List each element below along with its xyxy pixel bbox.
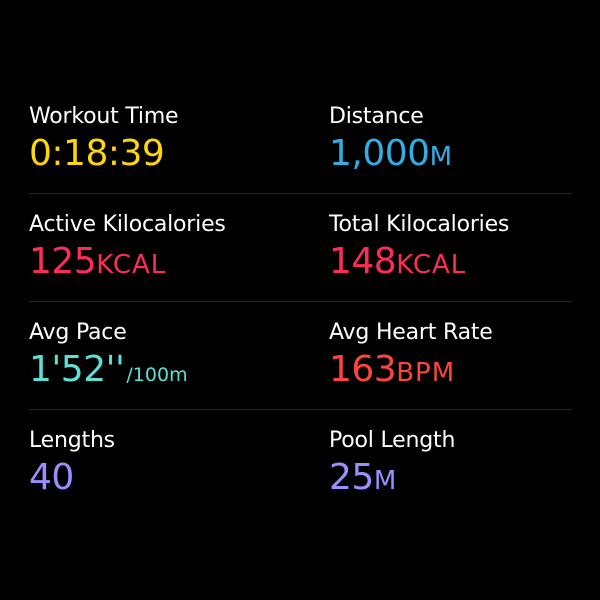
- metric-pool-length: Pool Length 25M: [329, 428, 455, 501]
- metric-label: Active Kilocalories: [29, 212, 226, 237]
- metric-label: Avg Pace: [29, 320, 127, 345]
- summary-row-time-distance: Workout Time 0:18:39 Distance 1,000M: [29, 86, 572, 194]
- metric-active-kilocalories: Active Kilocalories 125KCAL: [29, 212, 226, 285]
- summary-row-lengths: Lengths 40 Pool Length 25M: [29, 410, 572, 518]
- metric-number: 1,000: [329, 133, 430, 174]
- metric-value-workout-time: 0:18:39: [29, 134, 178, 174]
- metric-label: Workout Time: [29, 104, 179, 129]
- metric-number: 163: [329, 349, 397, 390]
- metric-value-avg-heart-rate: 163BPM: [329, 350, 493, 393]
- metric-avg-heart-rate: Avg Heart Rate 163BPM: [329, 320, 493, 393]
- metric-value-total-kilocalories: 148KCAL: [329, 242, 509, 285]
- metric-value-active-kilocalories: 125KCAL: [29, 242, 226, 285]
- metric-label: Avg Heart Rate: [329, 320, 493, 345]
- metric-avg-pace: Avg Pace 1'52''/100m: [29, 320, 188, 395]
- metric-label: Pool Length: [329, 428, 456, 453]
- metric-label: Distance: [329, 104, 424, 129]
- metric-value-lengths: 40: [29, 458, 115, 498]
- metric-number: 125: [29, 241, 97, 282]
- metric-unit: BPM: [396, 358, 456, 388]
- metric-number: 1'52'': [29, 349, 125, 390]
- metric-unit: M: [429, 142, 453, 172]
- row-divider: [29, 193, 572, 194]
- metric-unit: M: [373, 466, 398, 496]
- metric-distance: Distance 1,000M: [329, 104, 453, 177]
- metric-value-distance: 1,000M: [329, 134, 453, 177]
- metric-value-pool-length: 25M: [329, 458, 455, 501]
- metric-unit: /100m: [126, 364, 188, 386]
- metric-number: 25: [329, 457, 374, 498]
- metric-total-kilocalories: Total Kilocalories 148KCAL: [329, 212, 509, 285]
- metric-label: Total Kilocalories: [329, 212, 510, 237]
- metric-number: 148: [329, 241, 397, 282]
- workout-summary-grid: Workout Time 0:18:39 Distance 1,000M Act…: [29, 86, 572, 518]
- metric-label: Lengths: [29, 428, 115, 453]
- row-divider: [29, 301, 572, 302]
- metric-value-avg-pace: 1'52''/100m: [29, 350, 188, 395]
- metric-workout-time: Workout Time 0:18:39: [29, 104, 179, 174]
- metric-unit: KCAL: [396, 250, 467, 280]
- summary-row-kilocalories: Active Kilocalories 125KCAL Total Kiloca…: [29, 194, 572, 302]
- metric-number: 0:18:39: [29, 133, 165, 174]
- metric-lengths: Lengths 40: [29, 428, 115, 498]
- metric-number: 40: [29, 457, 74, 498]
- metric-unit: KCAL: [96, 250, 167, 280]
- summary-row-pace-heart-rate: Avg Pace 1'52''/100m Avg Heart Rate 163B…: [29, 302, 572, 410]
- row-divider: [29, 409, 572, 410]
